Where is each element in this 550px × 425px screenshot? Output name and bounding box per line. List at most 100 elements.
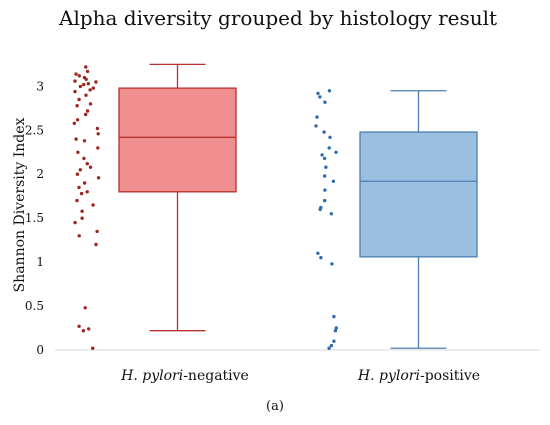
series-group — [72, 63, 237, 350]
y-tick-label: 0.5 — [25, 299, 44, 313]
x-category-italic: H. pylori — [120, 368, 183, 384]
data-point — [96, 146, 100, 150]
data-point — [316, 251, 320, 255]
data-point — [84, 93, 88, 97]
data-point — [78, 168, 83, 172]
data-point — [84, 112, 88, 117]
x-category-suffix: -negative — [183, 368, 249, 384]
data-point — [85, 162, 90, 166]
data-point — [75, 118, 80, 122]
data-point — [329, 343, 334, 348]
x-category-label: H. pylori-positive — [357, 368, 480, 384]
data-point — [85, 69, 90, 74]
data-point — [80, 209, 84, 213]
data-point — [88, 165, 93, 169]
data-point — [88, 102, 93, 106]
data-point — [91, 346, 95, 350]
data-point — [95, 229, 99, 234]
series-group — [314, 89, 478, 350]
data-point — [328, 135, 332, 139]
y-tick-label: 3 — [36, 79, 44, 93]
data-point — [80, 216, 84, 220]
data-point — [78, 84, 83, 89]
data-point — [322, 156, 327, 161]
data-point — [94, 242, 98, 247]
y-tick-label: 2 — [36, 167, 44, 181]
data-point — [314, 124, 318, 128]
data-point — [319, 256, 323, 260]
y-tick-label: 1 — [36, 255, 44, 269]
data-point — [79, 191, 84, 196]
y-tick-label: 0 — [36, 343, 44, 357]
data-point — [75, 198, 79, 203]
data-point — [96, 132, 100, 136]
data-point — [82, 156, 86, 161]
data-point — [74, 137, 78, 141]
data-point — [333, 329, 338, 333]
data-point — [318, 207, 322, 212]
data-point — [85, 190, 89, 194]
box — [118, 87, 237, 193]
data-point — [86, 82, 91, 86]
data-point — [75, 172, 80, 176]
data-point — [91, 86, 96, 90]
data-point — [318, 95, 322, 99]
y-axis-title: Shannon Diversity Index — [12, 117, 28, 292]
data-point — [327, 89, 332, 93]
data-point — [84, 77, 88, 82]
data-point — [315, 115, 319, 119]
label-layer: 0 0.5 1 1.5 2 2.5 3 Shannon Diversity Index H. p… — [12, 79, 480, 384]
data-point — [334, 326, 338, 330]
data-point — [332, 339, 336, 343]
data-point — [332, 314, 336, 319]
data-point — [81, 329, 86, 333]
data-point — [88, 88, 92, 92]
data-point — [323, 174, 327, 178]
data-point — [323, 198, 327, 203]
y-tick-label: 1.5 — [25, 211, 44, 225]
data-point — [73, 220, 77, 225]
data-point — [327, 346, 331, 350]
data-point — [72, 121, 77, 126]
data-point — [75, 104, 79, 108]
data-point — [84, 65, 88, 69]
data-point — [73, 89, 77, 94]
data-point — [77, 234, 81, 238]
data-point — [85, 109, 90, 113]
data-point — [82, 181, 87, 185]
data-point — [83, 306, 87, 310]
data-point — [77, 324, 81, 328]
data-point — [96, 176, 101, 180]
data-point — [331, 179, 336, 183]
data-point — [91, 203, 95, 207]
data-point — [94, 80, 98, 84]
data-point — [77, 185, 81, 190]
data-point — [74, 72, 78, 76]
data-point — [330, 262, 334, 266]
box — [359, 131, 478, 258]
x-category-italic: H. pylori — [357, 368, 420, 384]
data-point — [73, 79, 77, 83]
data-point — [323, 100, 327, 104]
data-point — [77, 74, 82, 78]
x-category-suffix: -positive — [420, 368, 480, 384]
chart-title: Alpha diversity grouped by histology res… — [59, 6, 498, 30]
data-point — [324, 165, 328, 169]
data-point — [320, 153, 324, 157]
series-layer — [72, 63, 478, 350]
data-point — [77, 97, 81, 102]
data-point — [82, 139, 87, 143]
data-point — [95, 126, 100, 131]
data-point — [329, 212, 333, 216]
data-point — [87, 327, 91, 331]
data-point — [327, 146, 331, 150]
x-category-label: H. pylori-negative — [120, 368, 249, 384]
panel-label: (a) — [266, 399, 284, 414]
y-tick-label: 2.5 — [25, 123, 44, 137]
data-point — [323, 188, 327, 192]
data-point — [334, 150, 338, 154]
data-point — [316, 91, 320, 96]
data-point — [76, 150, 80, 154]
data-point — [322, 130, 326, 134]
